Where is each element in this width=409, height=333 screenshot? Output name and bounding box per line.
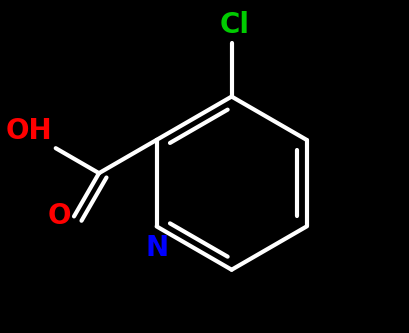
Text: N: N [145,234,168,262]
Text: OH: OH [6,117,52,145]
Text: Cl: Cl [220,11,249,39]
Text: O: O [47,202,70,230]
